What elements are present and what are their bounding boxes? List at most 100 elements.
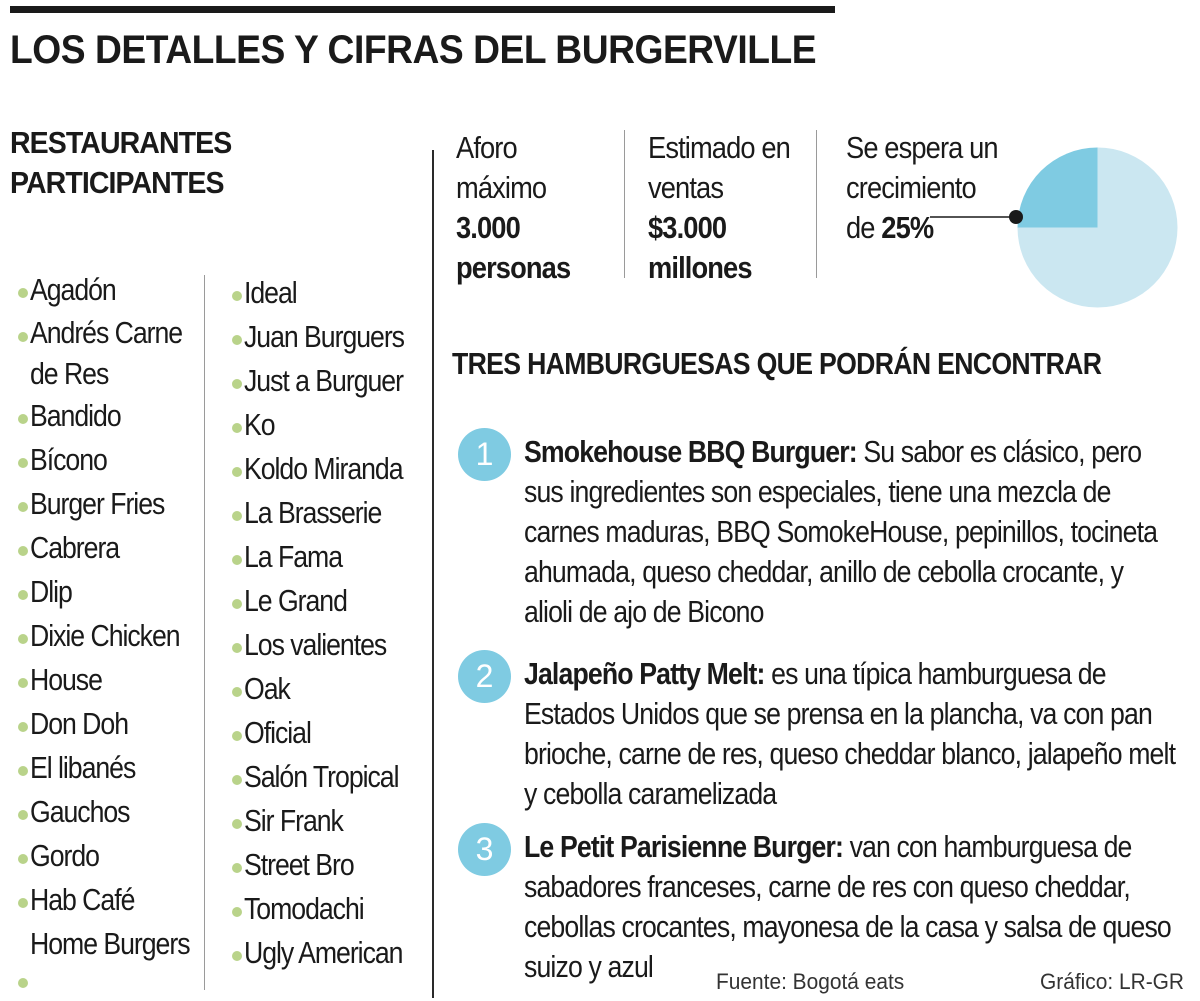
bullet-dot	[18, 854, 28, 864]
stat-crecimiento-value: 25%	[881, 210, 934, 245]
restaurant-item: Juan Burguers	[230, 315, 430, 359]
restaurant-name: Gordo	[30, 838, 100, 873]
restaurant-name: Salón Tropical	[244, 759, 400, 794]
burger-text: Le Petit Parisienne Burger: van con hamb…	[524, 827, 1178, 987]
restaurant-name: Bandido	[30, 398, 122, 433]
restaurant-item: Los valientes	[230, 623, 430, 667]
burger-number-badge: 3	[458, 823, 511, 876]
bullet-dot	[232, 687, 242, 697]
restaurants-heading-line2: PARTICIPANTES	[10, 165, 224, 200]
bullet-dot	[232, 643, 242, 653]
restaurant-item: Gauchos	[16, 790, 215, 834]
restaurant-item: Sir Frank	[230, 799, 430, 843]
pie-slice-2	[1017, 147, 1178, 308]
burgers-heading: TRES HAMBURGUESAS QUE PODRÁN ENCONTRAR	[452, 346, 1102, 381]
bullet-dot	[18, 546, 28, 556]
stat-crecimiento: Se espera un crecimiento de 25%	[846, 128, 1018, 248]
growth-pie-chart	[1017, 147, 1178, 308]
restaurant-item: Tomodachi	[230, 887, 430, 931]
bullet-dot	[18, 590, 28, 600]
restaurant-name: Oficial	[244, 715, 312, 750]
stat-aforo-label1: Aforo	[456, 130, 518, 165]
restaurant-name: La Brasserie	[244, 495, 382, 530]
restaurant-item: Dlip	[16, 570, 215, 614]
bullet-dot	[232, 423, 242, 433]
stat-ventas-label1: Estimado en	[648, 130, 791, 165]
restaurant-name: Andrés Carne	[30, 315, 183, 350]
bullet-dot	[232, 907, 242, 917]
restaurant-name: Street Bro	[244, 847, 355, 882]
restaurant-name: Ugly American	[244, 935, 404, 970]
stat-crecimiento-label2: crecimiento	[846, 170, 977, 205]
restaurant-name: de Res	[30, 356, 109, 391]
restaurant-name: Cabrera	[30, 530, 120, 565]
restaurant-item: Bandido	[16, 394, 215, 438]
stat-ventas: Estimado en ventas $3.000 millones	[648, 128, 809, 288]
bullet-dot	[18, 766, 28, 776]
bullet-dot	[18, 634, 28, 644]
burger-description: van con hamburguesa de sabadores frances…	[524, 829, 1172, 984]
restaurant-name: Los valientes	[244, 627, 387, 662]
bullet-dot	[18, 288, 28, 298]
restaurant-item: Dixie Chicken	[16, 614, 215, 658]
restaurant-item: Hab Café	[16, 878, 215, 922]
stat-aforo: Aforo máximo 3.000 personas	[456, 128, 586, 288]
bullet-dot	[18, 502, 28, 512]
stat-ventas-label2: ventas	[648, 170, 724, 205]
column-divider	[204, 275, 205, 990]
restaurant-item: Le Grand	[230, 579, 430, 623]
burger-name: Jalapeño Patty Melt:	[524, 656, 765, 691]
bullet-dot	[232, 599, 242, 609]
restaurant-name: House	[30, 662, 103, 697]
restaurant-name: Le Grand	[244, 583, 348, 618]
restaurant-item: Agadón	[16, 268, 215, 312]
bullet-dot	[232, 511, 242, 521]
graphic-credit: Gráfico: LR-GR	[1040, 969, 1185, 994]
restaurant-item: Oficial	[230, 711, 430, 755]
restaurant-name: El libanés	[30, 750, 136, 785]
restaurant-item: La Fama	[230, 535, 430, 579]
bullet-dot	[232, 467, 242, 477]
stat-crecimiento-label1: Se espera un	[846, 130, 999, 165]
bullet-dot	[18, 898, 28, 908]
restaurant-name: La Fama	[244, 539, 343, 574]
restaurant-name: Just a Burguer	[244, 363, 404, 398]
restaurant-item: Bícono	[16, 438, 215, 482]
restaurant-name: Hab Café	[30, 882, 135, 917]
restaurant-item: Salón Tropical	[230, 755, 430, 799]
burger-text: Smokehouse BBQ Burguer: Su sabor es clás…	[524, 432, 1178, 632]
bullet-dot	[232, 335, 242, 345]
restaurant-item: Cabrera	[16, 526, 215, 570]
bullet-dot	[232, 819, 242, 829]
restaurant-item: Burger Fries	[16, 482, 215, 526]
stat-crecimiento-prefix: de	[846, 210, 882, 245]
restaurant-item: Koldo Miranda	[230, 447, 430, 491]
restaurant-item: Andrés Carne	[16, 312, 215, 353]
restaurant-item: El libanés	[16, 746, 215, 790]
restaurant-item: Home Burgers	[16, 922, 215, 988]
stat-ventas-value1: $3.000	[648, 210, 727, 245]
stat-aforo-value2: personas	[456, 250, 571, 285]
restaurant-name: Dixie Chicken	[30, 618, 181, 653]
restaurant-item: La Brasserie	[230, 491, 430, 535]
burger-text: Jalapeño Patty Melt: es una típica hambu…	[524, 654, 1178, 814]
bullet-dot	[232, 291, 242, 301]
stat-divider-2	[816, 130, 817, 278]
pie-leader-line	[930, 210, 1023, 224]
restaurant-name: Bícono	[30, 442, 108, 477]
restaurants-heading: RESTAURANTES PARTICIPANTES	[10, 123, 232, 203]
burger-description: Su sabor es clásico, pero sus ingredient…	[524, 434, 1158, 629]
stat-aforo-label2: máximo	[456, 170, 547, 205]
restaurant-name: Dlip	[30, 574, 73, 609]
restaurant-name: Koldo Miranda	[244, 451, 404, 486]
bullet-dot	[18, 414, 28, 424]
restaurant-name: Tomodachi	[244, 891, 365, 926]
bullet-dot	[232, 951, 242, 961]
restaurant-name: Burger Fries	[30, 486, 165, 521]
bullet-dot	[18, 332, 28, 342]
restaurant-item: Gordo	[16, 834, 215, 878]
bullet-dot	[232, 555, 242, 565]
section-divider	[432, 150, 434, 998]
stat-aforo-value1: 3.000	[456, 210, 521, 245]
bullet-dot	[18, 978, 28, 988]
